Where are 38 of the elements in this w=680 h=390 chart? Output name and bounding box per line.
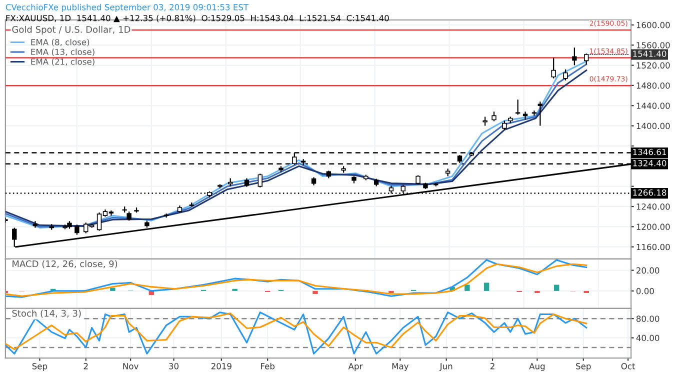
annotation: 1541.40 — [633, 50, 666, 57]
x-tick-label: Aug — [529, 363, 545, 371]
x-tick-label: Jun — [439, 363, 452, 371]
y-tick-label: 1600.00 — [636, 22, 670, 28]
y-tick-label: 1240.00 — [636, 203, 670, 210]
x-tick-label: Feb — [261, 362, 275, 370]
ref-line-label: 1346.61 — [633, 148, 666, 156]
y-tick-label: 20.00 — [636, 267, 660, 274]
legend-label: EMA (21, close) — [31, 58, 94, 66]
x-tick-label: Nov — [123, 363, 138, 370]
x-tick-label: Sep — [32, 363, 48, 371]
x-tick-label: 2 — [490, 363, 494, 370]
y-tick-label: 1560.00 — [636, 42, 670, 48]
ref-line-label: 1324.40 — [633, 160, 666, 166]
x-tick-label: Sep — [576, 363, 591, 371]
annotation: FX:XAUUSD, 1D 1541.40 ▲ +12.35 (+0.81%) O:1529.05 H:1543.04 L:1521.54 C:1541.40 — [6, 14, 389, 22]
x-tick-label: 30 — [169, 363, 179, 370]
chart-title: Stoch (14, 3, 3) — [12, 310, 81, 318]
text: CVecchioFXe published September 03, 2019 09:01:53 EST — [6, 4, 249, 12]
y-tick-label: 1200.00 — [636, 224, 670, 230]
x-tick-label: Oct — [621, 363, 636, 370]
y-tick-label: 1400.00 — [636, 122, 670, 130]
y-tick-label: 1440.00 — [636, 102, 670, 109]
x-tick-label: Apr — [348, 363, 363, 371]
y-tick-label: 0.00 — [636, 288, 654, 294]
y-tick-label: 80.00 — [636, 316, 660, 322]
y-tick-label: 40.00 — [636, 334, 660, 342]
x-tick-label: 2 — [84, 363, 88, 370]
y-tick-label: 1480.00 — [636, 82, 670, 89]
legend-label: EMA (13, close) — [31, 48, 94, 56]
x-tick-label: 2019 — [211, 363, 232, 370]
y-tick-label: 1520.00 — [636, 62, 670, 69]
chart-title: MACD (12, 26, close, 9) — [12, 260, 118, 268]
legend-label: EMA (8, close) — [31, 38, 90, 46]
x-tick-label: May — [392, 363, 409, 371]
ref-line-label: 1266.18 — [633, 189, 666, 196]
y-tick-label: 1160.00 — [636, 244, 670, 250]
text: Gold Spot / U.S. Dollar, 1D — [12, 26, 130, 35]
